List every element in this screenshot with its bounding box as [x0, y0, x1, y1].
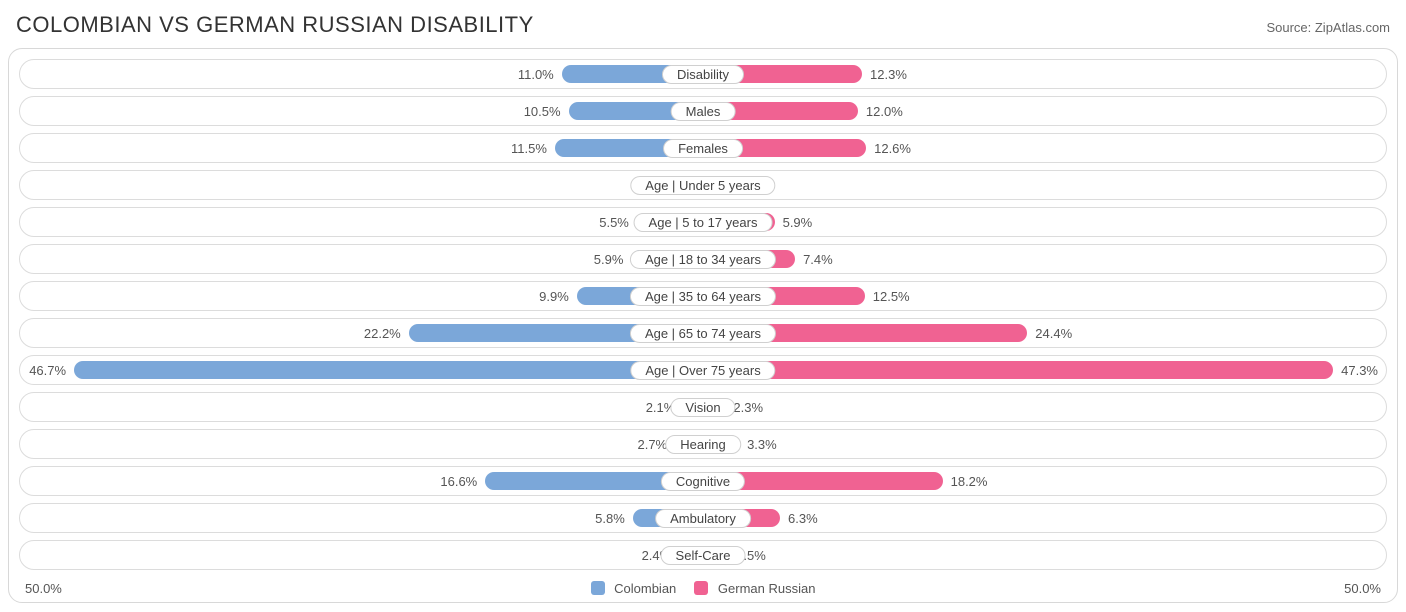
row-label: Females	[663, 139, 743, 158]
bar-half-right: 6.3%	[703, 504, 1386, 532]
pct-left: 16.6%	[432, 474, 485, 489]
row-label: Age | 35 to 64 years	[630, 287, 776, 306]
axis-max-right: 50.0%	[1344, 581, 1381, 596]
header: COLOMBIAN VS GERMAN RUSSIAN DISABILITY S…	[8, 8, 1398, 48]
bar-right	[694, 361, 1333, 379]
legend-swatch-german-russian	[694, 581, 708, 595]
chart-row: 10.5% 12.0% Males	[19, 96, 1387, 126]
bar-half-right: 24.4%	[703, 319, 1386, 347]
pct-right: 12.0%	[858, 104, 911, 119]
bar-half-right: 3.3%	[703, 430, 1386, 458]
pct-right: 24.4%	[1027, 326, 1080, 341]
legend-label-german-russian: German Russian	[718, 581, 816, 596]
chart-row: 11.0% 12.3% Disability	[19, 59, 1387, 89]
chart-rows: 11.0% 12.3% Disability 10.5% 12.0% Males 11.5%…	[19, 59, 1387, 570]
chart-row: 1.2%1.6%Age | Under 5 years	[19, 170, 1387, 200]
bar-half-right: 7.4%	[703, 245, 1386, 273]
row-label: Males	[671, 102, 736, 121]
bar-half-left: 16.6%	[20, 467, 703, 495]
pct-left: 46.7%	[21, 363, 74, 378]
pct-right: 47.3%	[1333, 363, 1386, 378]
pct-left: 5.8%	[587, 511, 633, 526]
bar-half-right: 5.9%	[703, 208, 1386, 236]
bar-half-right: 47.3%	[703, 356, 1386, 384]
chart-row: 2.4%2.5%Self-Care	[19, 540, 1387, 570]
row-label: Ambulatory	[655, 509, 751, 528]
row-label: Age | Under 5 years	[630, 176, 775, 195]
legend: Colombian German Russian	[591, 581, 816, 596]
bar-half-left: 5.8%	[20, 504, 703, 532]
pct-right: 12.6%	[866, 141, 919, 156]
bar-half-left: 5.9%	[20, 245, 703, 273]
row-label: Hearing	[665, 435, 741, 454]
chart-row: 5.9% 7.4% Age | 18 to 34 years	[19, 244, 1387, 274]
legend-item-colombian: Colombian	[591, 581, 677, 596]
bar-half-left: 9.9%	[20, 282, 703, 310]
chart-row: 46.7% 47.3% Age | Over 75 years	[19, 355, 1387, 385]
pct-right: 6.3%	[780, 511, 826, 526]
bar-half-left: 1.2%	[20, 171, 703, 199]
bar-left	[74, 361, 712, 379]
chart-title: COLOMBIAN VS GERMAN RUSSIAN DISABILITY	[16, 12, 534, 38]
pct-left: 9.9%	[531, 289, 577, 304]
bar-half-left: 11.0%	[20, 60, 703, 88]
pct-left: 11.0%	[510, 67, 562, 82]
pct-left: 5.5%	[591, 215, 637, 230]
pct-left: 11.5%	[503, 141, 555, 156]
row-label: Age | 65 to 74 years	[630, 324, 776, 343]
chart-row: 11.5% 12.6% Females	[19, 133, 1387, 163]
bar-half-right: 12.5%	[703, 282, 1386, 310]
row-label: Self-Care	[661, 546, 746, 565]
legend-item-german-russian: German Russian	[694, 581, 815, 596]
bar-half-left: 2.1%	[20, 393, 703, 421]
bar-half-right: 2.5%	[703, 541, 1386, 569]
bar-half-left: 46.7%	[20, 356, 703, 384]
bar-half-right: 12.6%	[703, 134, 1386, 162]
chart-row: 9.9% 12.5% Age | 35 to 64 years	[19, 281, 1387, 311]
legend-label-colombian: Colombian	[614, 581, 676, 596]
chart-row: 5.5% 5.9%Age | 5 to 17 years	[19, 207, 1387, 237]
legend-swatch-colombian	[591, 581, 605, 595]
chart-row: 5.8% 6.3% Ambulatory	[19, 503, 1387, 533]
pct-right: 3.3%	[739, 437, 785, 452]
row-label: Age | 18 to 34 years	[630, 250, 776, 269]
bar-half-right: 2.3%	[703, 393, 1386, 421]
row-label: Vision	[670, 398, 735, 417]
pct-right: 5.9%	[775, 215, 821, 230]
bar-half-left: 11.5%	[20, 134, 703, 162]
chart-row: 22.2% 24.4% Age | 65 to 74 years	[19, 318, 1387, 348]
bar-half-right: 18.2%	[703, 467, 1386, 495]
chart-row: 16.6% 18.2% Cognitive	[19, 466, 1387, 496]
pct-right: 18.2%	[943, 474, 996, 489]
bar-half-left: 10.5%	[20, 97, 703, 125]
pct-left: 10.5%	[516, 104, 569, 119]
pct-right: 12.5%	[865, 289, 918, 304]
bar-half-left: 2.4%	[20, 541, 703, 569]
row-label: Disability	[662, 65, 744, 84]
pct-left: 5.9%	[586, 252, 632, 267]
pct-left: 22.2%	[356, 326, 409, 341]
pct-right: 7.4%	[795, 252, 841, 267]
bar-half-left: 5.5%	[20, 208, 703, 236]
row-label: Age | Over 75 years	[630, 361, 775, 380]
bar-half-right: 12.3%	[703, 60, 1386, 88]
row-label: Age | 5 to 17 years	[634, 213, 773, 232]
bar-half-left: 22.2%	[20, 319, 703, 347]
source-attribution: Source: ZipAtlas.com	[1266, 20, 1390, 35]
axis-max-left: 50.0%	[25, 581, 62, 596]
chart-row: 2.7% 3.3%Hearing	[19, 429, 1387, 459]
bar-half-right: 1.6%	[703, 171, 1386, 199]
chart-container: 11.0% 12.3% Disability 10.5% 12.0% Males 11.5%…	[8, 48, 1398, 603]
bar-half-right: 12.0%	[703, 97, 1386, 125]
row-label: Cognitive	[661, 472, 745, 491]
chart-footer: 50.0% Colombian German Russian 50.0%	[19, 577, 1387, 596]
chart-row: 2.1%2.3%Vision	[19, 392, 1387, 422]
bar-half-left: 2.7%	[20, 430, 703, 458]
pct-right: 12.3%	[862, 67, 915, 82]
